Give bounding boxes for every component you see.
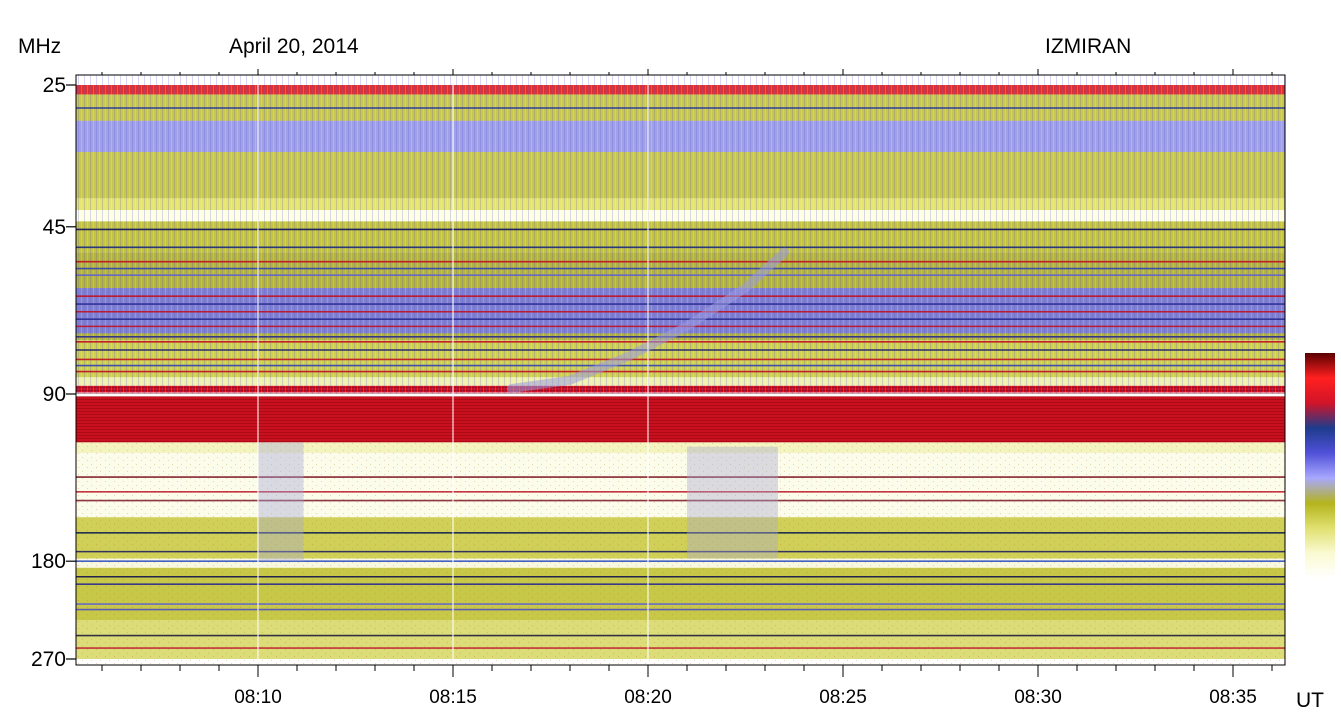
- observation-date: April 20, 2014: [229, 35, 359, 58]
- speckle-texture: [76, 442, 1285, 665]
- y-tick-label: 270: [31, 648, 66, 671]
- burst-features: [257, 75, 789, 665]
- x-tick-label: 08:10: [234, 687, 282, 708]
- x-tick-label: 08:30: [1014, 687, 1062, 708]
- x-tick-label: 08:20: [624, 687, 672, 708]
- x-axis: 08:10 08:15 08:20 08:25 08:30 08:35: [101, 69, 1273, 708]
- broadband-emission-1: [258, 442, 304, 562]
- y-tick-label: 25: [43, 74, 66, 97]
- x-tick-label: 08:15: [429, 687, 477, 708]
- striped-texture: [76, 75, 1285, 394]
- spectrum-texture: [76, 75, 1285, 665]
- x-tick-label: 08:25: [819, 687, 867, 708]
- y-axis-unit: MHz: [18, 35, 62, 58]
- colorbar-scale: [1305, 353, 1335, 578]
- x-tick-label: 08:35: [1209, 687, 1257, 708]
- y-tick-label: 90: [43, 383, 66, 406]
- plot-frame: [75, 74, 1286, 666]
- interference-lines: [76, 107, 1285, 649]
- station-name: IZMIRAN: [1045, 35, 1132, 58]
- colorbar: [1305, 353, 1335, 578]
- x-axis-unit: UT: [1296, 689, 1324, 712]
- broadband-emission-2: [687, 446, 778, 559]
- y-tick-label: 45: [43, 216, 66, 239]
- drifting-burst: [507, 247, 789, 394]
- y-tick-label: 180: [31, 550, 66, 573]
- red-band-texture: [76, 385, 1285, 443]
- y-axis: 25 45 90 180 270: [31, 74, 76, 671]
